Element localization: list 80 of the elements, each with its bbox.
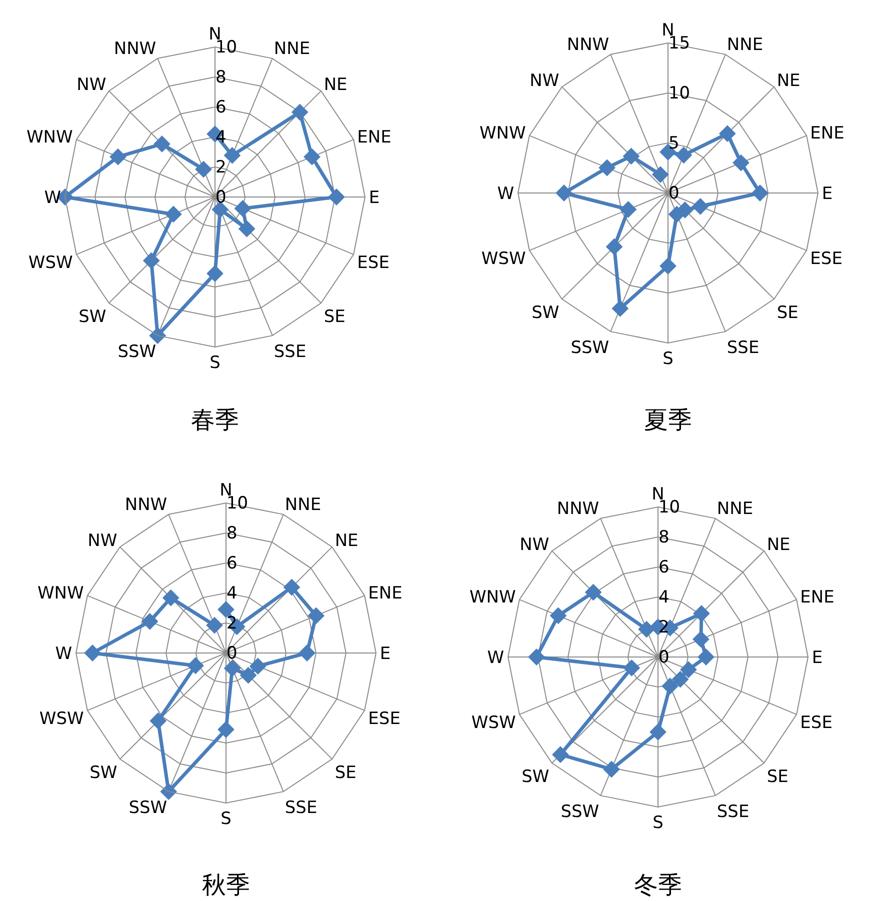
- spoke-label: NNW: [556, 498, 600, 519]
- spoke-label: NW: [530, 70, 560, 91]
- spoke-label: E: [812, 648, 823, 668]
- text: 夏季: [644, 406, 692, 434]
- spoke-label: NW: [88, 530, 118, 551]
- spoke-label: WSW: [471, 712, 516, 733]
- spoke-label: SSE: [274, 342, 306, 362]
- text: 春季: [191, 406, 239, 434]
- spoke-label: ENE: [357, 127, 392, 148]
- y-tick-label: 10: [668, 84, 690, 104]
- spoke-label: S: [662, 348, 674, 369]
- spoke-label: SW: [532, 303, 560, 324]
- spoke-label: SSW: [570, 338, 610, 358]
- spoke-label: WNW: [479, 123, 526, 144]
- spoke-label: WNW: [37, 583, 84, 604]
- y-tick-label: 8: [658, 528, 670, 548]
- spoke-label: ENE: [368, 583, 402, 604]
- y-tick-label: 0: [216, 188, 226, 208]
- spoke-label: NNW: [566, 34, 610, 55]
- spoke-label: SW: [90, 763, 118, 784]
- spoke-label: NW: [76, 74, 106, 95]
- spoke-label: SSW: [118, 342, 156, 362]
- spoke-label: S: [210, 352, 220, 373]
- spoke-label: NNE: [716, 498, 754, 519]
- spoke-label: NE: [766, 534, 790, 555]
- spoke-label: ESE: [810, 248, 842, 269]
- spoke-label: W: [44, 188, 62, 208]
- spoke-label: SE: [766, 767, 788, 788]
- spoke-label: SW: [522, 767, 550, 788]
- spoke-label: SSE: [716, 802, 750, 822]
- y-tick-label: 8: [226, 524, 238, 544]
- spoke-label: E: [368, 188, 380, 208]
- spoke-label: SE: [776, 303, 798, 324]
- spoke-label: NNE: [284, 494, 322, 515]
- spoke-label: ENE: [800, 587, 834, 608]
- spoke-label: SE: [334, 763, 356, 784]
- spoke-label: W: [55, 644, 72, 664]
- spoke-label: SSW: [128, 798, 168, 818]
- spoke-label: NNE: [726, 34, 764, 55]
- y-tick-label: 6: [658, 558, 670, 578]
- spoke-label: E: [380, 644, 391, 664]
- spoke-label: NW: [520, 534, 550, 555]
- spoke-label: SSW: [560, 802, 600, 822]
- spoke-label: ESE: [800, 712, 832, 733]
- spoke-label: NE: [776, 70, 800, 91]
- spoke-label: WSW: [481, 248, 526, 269]
- y-tick-label: 6: [226, 554, 238, 574]
- spoke-label: ENE: [810, 123, 844, 144]
- y-tick-label: 0: [668, 184, 680, 204]
- y-tick-label: 6: [216, 98, 226, 118]
- spoke-label: S: [220, 808, 232, 829]
- y-tick-label: 2: [216, 158, 226, 178]
- spoke-label: SSE: [726, 338, 760, 358]
- spoke-label: SW: [78, 307, 106, 328]
- spoke-label: ESE: [368, 708, 400, 729]
- text: 秋季: [202, 871, 250, 899]
- spoke-label: NNW: [124, 494, 168, 515]
- spoke-label: SE: [324, 307, 346, 328]
- text: 冬季: [634, 871, 682, 899]
- spoke-label: W: [497, 184, 514, 204]
- spoke-label: E: [822, 184, 833, 204]
- spoke-label: NNW: [114, 38, 156, 59]
- spoke-label: WSW: [28, 252, 73, 273]
- spoke-label: WNW: [26, 127, 73, 148]
- spoke-label: ESE: [357, 252, 390, 273]
- spoke-label: W: [487, 648, 504, 668]
- spoke-label: NE: [334, 530, 358, 551]
- y-tick-label: 0: [658, 648, 670, 668]
- spoke-label: NE: [324, 74, 348, 95]
- y-tick-label: 0: [226, 644, 238, 664]
- spoke-label: WSW: [39, 708, 84, 729]
- y-tick-label: 4: [226, 584, 238, 604]
- y-tick-label: 2: [658, 618, 670, 638]
- spoke-label: NNE: [274, 38, 310, 59]
- spoke-label: SSE: [284, 798, 318, 818]
- spoke-label: WNW: [469, 587, 516, 608]
- spoke-label: S: [652, 812, 664, 833]
- y-tick-label: 8: [216, 68, 226, 88]
- y-tick-label: 5: [668, 134, 680, 154]
- y-tick-label: 4: [658, 588, 670, 608]
